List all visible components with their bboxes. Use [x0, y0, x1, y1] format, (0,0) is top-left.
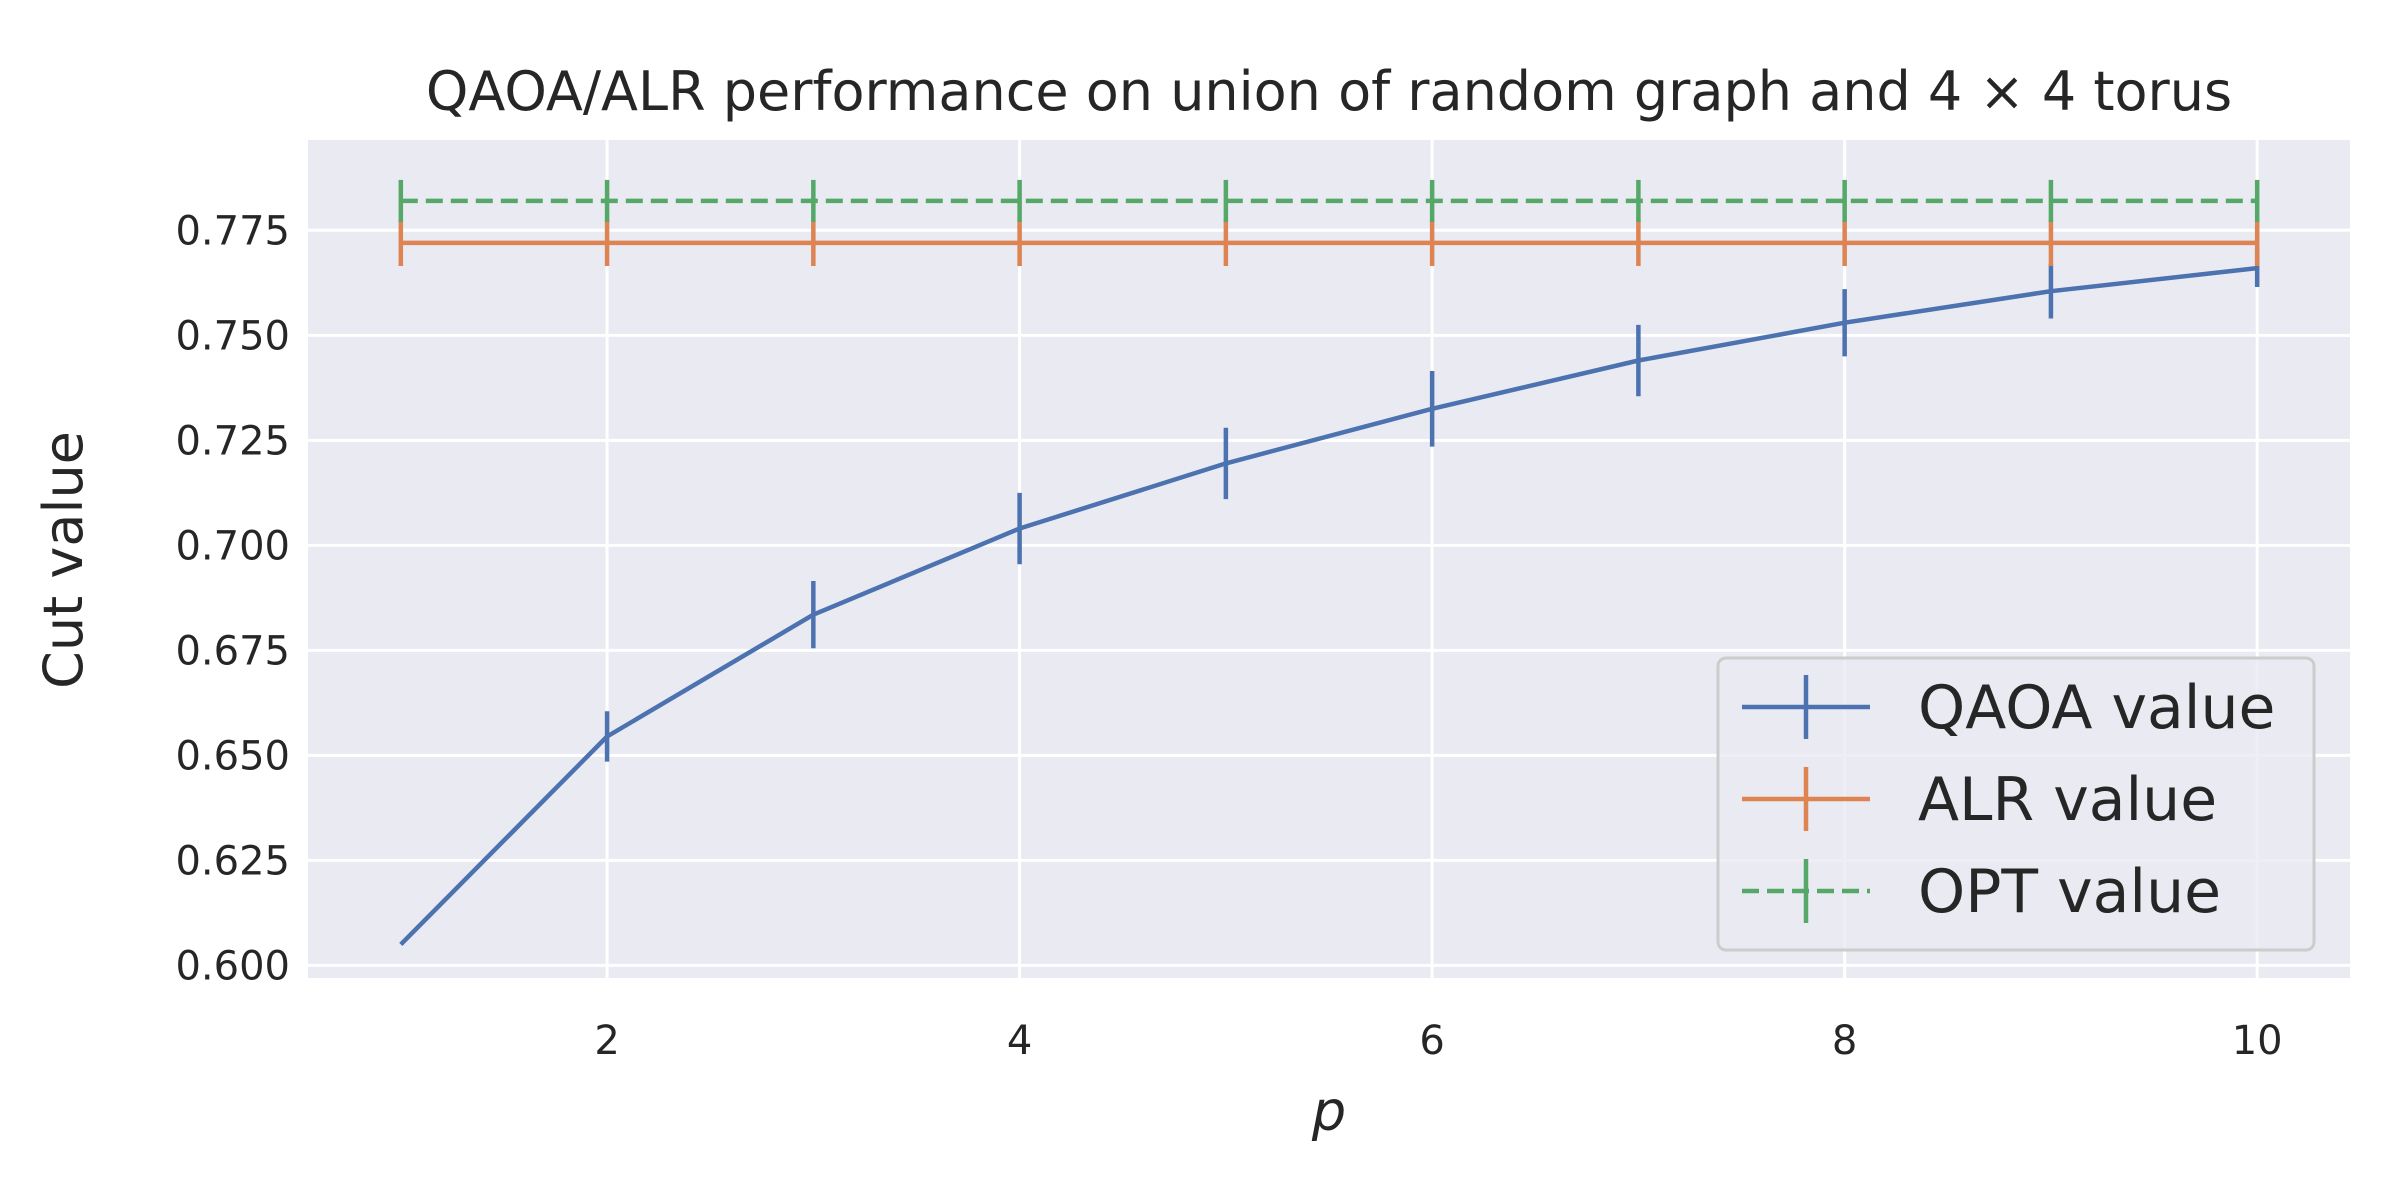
- y-tick-label: 0.700: [175, 523, 290, 569]
- legend-item: OPT value: [1742, 857, 2221, 927]
- x-tick-label: 2: [594, 1018, 619, 1064]
- x-tick-label: 10: [2232, 1018, 2283, 1064]
- x-tick-label: 6: [1419, 1018, 1444, 1064]
- legend-box: [1716, 656, 2316, 952]
- x-axis-label: p: [1311, 1080, 1346, 1143]
- legend-label: QAOA value: [1918, 673, 2275, 743]
- x-tick-labels: 2 4 6 8 10: [594, 1018, 2282, 1064]
- series-2: [398, 219, 2260, 267]
- y-tick-label: 0.600: [175, 943, 290, 989]
- x-tick-label: 4: [1007, 1018, 1032, 1064]
- chart-title: QAOA/ALR performance on union of random …: [426, 60, 2232, 123]
- legend-item: QAOA value: [1742, 673, 2275, 743]
- y-tick-label: 0.675: [175, 628, 290, 674]
- series-line: [399, 265, 2258, 946]
- y-tick-label: 0.625: [175, 838, 290, 884]
- legend-item: ALR value: [1742, 765, 2217, 835]
- series-group: [398, 179, 2260, 946]
- series-3: [398, 179, 2260, 222]
- legend: QAOA value ALR value OPT value: [1716, 656, 2316, 952]
- y-axis-label: Cut value: [32, 431, 95, 689]
- y-tick-label: 0.725: [175, 418, 290, 464]
- y-tick-label: 0.650: [175, 733, 290, 779]
- y-tick-label: 0.775: [175, 208, 290, 254]
- y-tick-labels: 0.600 0.625 0.650 0.675 0.700 0.725 0.750 0.775: [175, 208, 290, 989]
- legend-label: ALR value: [1918, 765, 2217, 835]
- series-1: [399, 249, 2260, 946]
- x-tick-label: 8: [1832, 1018, 1857, 1064]
- legend-label: OPT value: [1918, 857, 2221, 927]
- y-tick-label: 0.750: [175, 313, 290, 359]
- legend-items: QAOA value ALR value OPT value: [1742, 673, 2275, 927]
